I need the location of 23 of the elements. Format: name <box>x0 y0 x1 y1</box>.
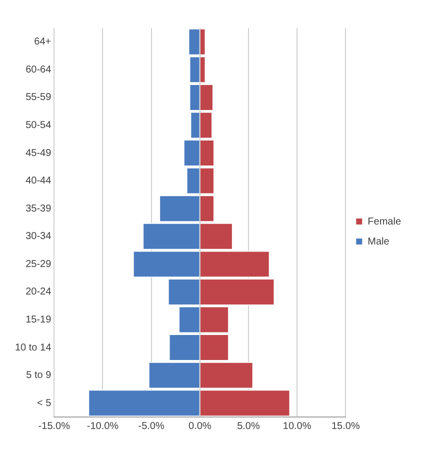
y-tick-label: 20-24 <box>26 286 52 298</box>
legend-label: Male <box>368 236 390 248</box>
x-tick-label: 10.0% <box>282 420 312 432</box>
y-tick-label: 5 to 9 <box>26 370 52 382</box>
x-tick-label: 0.0% <box>188 420 212 432</box>
y-tick-label: 64+ <box>34 36 52 48</box>
y-tick-label: 35-39 <box>26 203 52 214</box>
y-tick-label: 55-59 <box>26 92 52 104</box>
y-tick-label: 50-54 <box>26 120 52 131</box>
y-tick-label: 10 to 14 <box>14 342 52 354</box>
y-tick-label: 25-29 <box>26 258 52 270</box>
y-tick-label: 30-34 <box>26 231 52 242</box>
y-tick-label: 45-49 <box>26 148 52 159</box>
y-tick-label: < 5 <box>36 398 52 409</box>
y-tick-label: 60-64 <box>26 64 52 76</box>
legend-label: Female <box>368 216 402 228</box>
x-tick-label: -10.0% <box>86 420 119 432</box>
x-tick-label: 5.0% <box>237 420 260 432</box>
x-tick-label: -5.0% <box>138 420 164 432</box>
x-tick-label: -15.0% <box>38 420 70 432</box>
x-tick-label: 15.0% <box>331 420 360 432</box>
y-tick-label: 15-19 <box>26 314 52 326</box>
y-tick-label: 40-44 <box>26 176 52 187</box>
